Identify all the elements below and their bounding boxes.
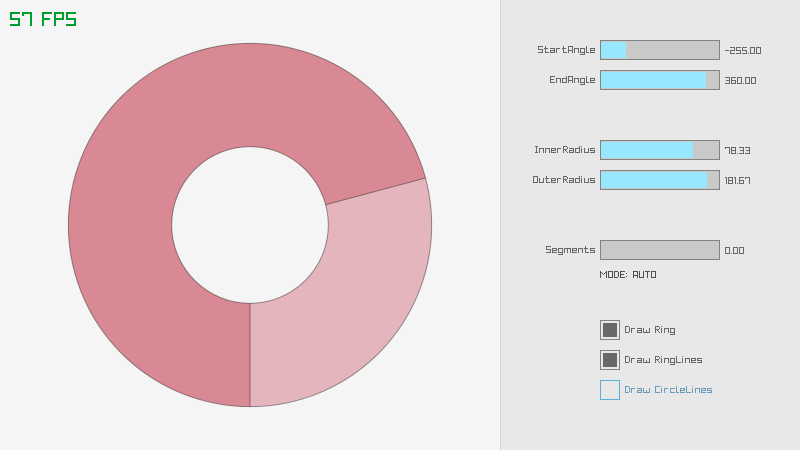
slider-label-segments: Segments <box>546 245 596 255</box>
slider-track-inner-radius[interactable] <box>600 140 720 160</box>
checkbox-draw-circlelines[interactable] <box>600 380 620 400</box>
pixel-text-glyphs <box>725 77 756 84</box>
slider-label-inner-radius: InnerRadius <box>535 145 596 155</box>
slider-value-segments: 0.00 <box>725 246 745 256</box>
pixel-text-glyphs <box>600 271 656 278</box>
pixel-text-glyphs <box>533 176 595 183</box>
panel-divider <box>500 0 501 450</box>
ring-sector-double-pass-overlap <box>68 43 426 407</box>
slider-value-outer-radius: 181.67 <box>725 176 751 186</box>
checkbox-draw-ring[interactable] <box>600 320 620 340</box>
checkbox-check-icon <box>603 353 617 367</box>
checkbox-check-icon <box>603 323 617 337</box>
pixel-text-glyphs <box>550 76 595 85</box>
pixel-text-glyphs <box>546 246 595 255</box>
checkbox-label-draw-ringlines: Draw RingLines <box>625 355 703 365</box>
pixel-text-glyphs <box>725 47 761 54</box>
pixel-text-glyphs <box>625 326 675 335</box>
checkbox-label-draw-circlelines: Draw CircleLines <box>625 385 713 395</box>
pixel-text-glyphs <box>725 147 750 154</box>
mode-label: MODE: AUTO <box>600 270 657 280</box>
slider-track-outer-radius[interactable] <box>600 170 720 190</box>
slider-label-outer-radius: OuterRadius <box>533 175 596 185</box>
slider-value-start-angle: -255.00 <box>725 46 762 56</box>
slider-track-start-angle[interactable] <box>600 40 720 60</box>
pixel-text-glyphs <box>10 12 76 26</box>
fps-counter: 57 FPS <box>10 10 78 30</box>
ring-sector-single-pass-overlap <box>250 177 432 407</box>
slider-fill <box>601 72 706 88</box>
slider-fill <box>601 42 626 58</box>
settings-panel <box>500 0 800 450</box>
pixel-text-glyphs <box>725 247 744 254</box>
slider-fill <box>601 142 693 158</box>
pixel-text-glyphs <box>725 177 750 184</box>
slider-track-end-angle[interactable] <box>600 70 720 90</box>
slider-value-end-angle: 360.00 <box>725 76 757 86</box>
pixel-text-glyphs <box>625 356 702 365</box>
slider-label-end-angle: EndAngle <box>550 75 596 85</box>
slider-value-inner-radius: 78.33 <box>725 146 751 156</box>
slider-label-start-angle: StartAngle <box>538 45 596 55</box>
checkbox-label-draw-ring: Draw Ring <box>625 325 676 335</box>
checkbox-draw-ringlines[interactable] <box>600 350 620 370</box>
pixel-text-glyphs <box>625 386 712 393</box>
pixel-text-glyphs <box>535 146 595 153</box>
slider-track-segments[interactable] <box>600 240 720 260</box>
slider-fill <box>601 172 707 188</box>
pixel-text-glyphs <box>538 46 595 55</box>
ring-outline <box>67 42 433 408</box>
